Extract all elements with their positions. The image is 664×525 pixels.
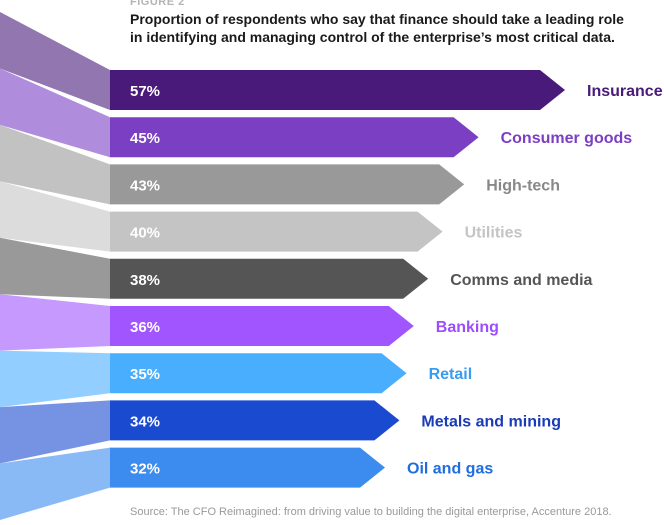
category-label: Insurance <box>587 83 663 100</box>
bar-metals-and-mining <box>110 400 400 441</box>
category-label: Metals and mining <box>421 413 561 430</box>
bar-value-label: 38% <box>130 272 160 289</box>
bar-value-label: 36% <box>130 319 160 336</box>
category-label: Banking <box>436 319 499 336</box>
bar-comms-and-media <box>110 258 429 299</box>
bar-oil-and-gas <box>110 447 385 488</box>
bar-value-label: 34% <box>130 413 160 430</box>
fan-ribbon <box>0 294 110 351</box>
bar-value-label: 43% <box>130 177 160 194</box>
category-label: Utilities <box>465 225 523 242</box>
bar-value-label: 35% <box>130 366 160 383</box>
fan-ribbon <box>0 350 110 408</box>
category-label: High-tech <box>486 177 560 194</box>
chart-title: Proportion of respondents who say that f… <box>130 11 624 45</box>
bar-banking <box>110 306 414 346</box>
category-label: Comms and media <box>450 272 592 289</box>
fan-ribbon <box>0 68 110 158</box>
bar-value-label: 32% <box>130 461 160 478</box>
fan-ribbon <box>0 237 110 299</box>
bar-high-tech <box>110 164 465 205</box>
category-label: Retail <box>429 366 473 383</box>
source-note: Source: The CFO Reimagined: from driving… <box>130 506 612 518</box>
fan-ribbon <box>0 124 110 205</box>
fan-ribbon <box>0 181 110 252</box>
figure-label: FIGURE 2 <box>130 0 185 8</box>
fan-ribbon <box>0 400 110 464</box>
bar-value-label: 57% <box>130 83 160 100</box>
bar-consumer-goods <box>110 117 479 158</box>
bar-insurance <box>110 70 565 110</box>
category-label: Oil and gas <box>407 461 493 478</box>
category-label: Consumer goods <box>501 130 633 147</box>
fan-ribbon <box>0 447 110 520</box>
bar-value-label: 45% <box>130 130 160 147</box>
bar-utilities <box>110 211 443 252</box>
fan-ribbon <box>0 12 110 110</box>
bar-retail <box>110 353 407 394</box>
bar-value-label: 40% <box>130 225 160 242</box>
